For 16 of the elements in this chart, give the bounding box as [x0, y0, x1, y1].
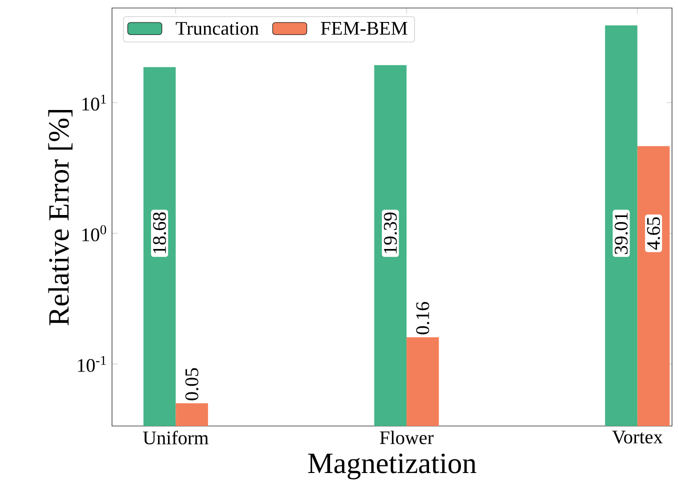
- data-label: 19.39: [384, 212, 397, 254]
- legend-label: Truncation: [176, 22, 259, 35]
- data-label: 0.16: [416, 302, 430, 334]
- x-tick-label: Vortex: [612, 430, 663, 444]
- data-label: 4.65: [647, 217, 660, 250]
- legend-label: FEM-BEM: [320, 22, 408, 35]
- x-tick-label: Flower: [380, 430, 434, 444]
- x-axis-title: Magnetization: [308, 454, 476, 480]
- data-label: 0.05: [185, 368, 198, 400]
- y-axis-title: Relative Error [%]: [48, 110, 73, 326]
- data-label: 18.68: [153, 212, 166, 254]
- y-tick-label: 10$^{1}$: [82, 94, 106, 111]
- y-tick-label: 10$^{-1}$: [78, 356, 106, 372]
- data-label: 39.01: [614, 212, 628, 254]
- x-tick-label: Uniform: [143, 430, 208, 444]
- y-tick-label: 10$^{0}$: [82, 225, 106, 242]
